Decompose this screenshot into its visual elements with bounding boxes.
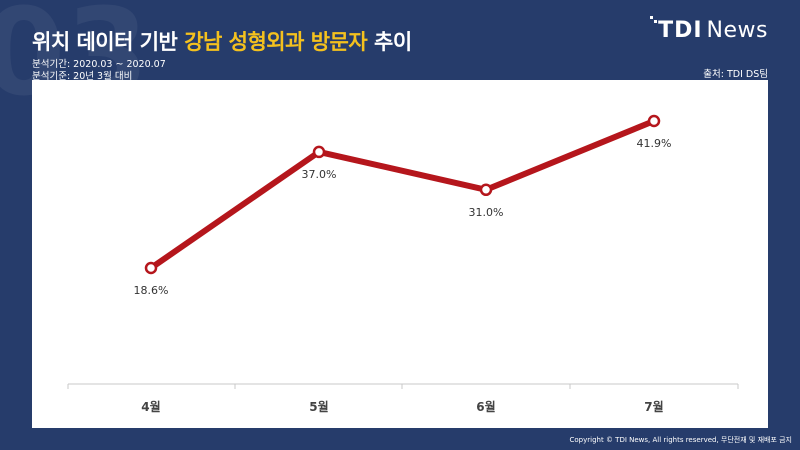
logo-news: News <box>706 18 768 43</box>
chart-panel: 18.6% 37.0% 31.0% 41.9% 4월 5월 6월 7월 <box>32 80 768 428</box>
data-point <box>647 114 661 128</box>
source-text: 출처: TDI DS팀 <box>703 69 768 80</box>
data-label: 18.6% <box>134 284 169 297</box>
copyright-text: Copyright © TDI News, All rights reserve… <box>569 436 792 444</box>
x-tick-label: 7월 <box>644 399 663 414</box>
data-label: 41.9% <box>637 137 672 150</box>
title-highlight: 강남 성형외과 방문자 <box>184 30 368 54</box>
logo-dots-icon <box>650 16 658 23</box>
tdi-news-logo: TDI News <box>650 16 768 43</box>
title-part1: 위치 데이터 기반 <box>32 30 185 54</box>
x-tick-label: 6월 <box>476 399 495 414</box>
x-tick-label: 5월 <box>309 399 328 414</box>
series-line <box>148 118 657 271</box>
line-chart: 18.6% 37.0% 31.0% 41.9% 4월 5월 6월 7월 <box>67 114 739 414</box>
data-label: 31.0% <box>469 206 504 219</box>
x-tick-label: 4월 <box>141 399 160 414</box>
data-point <box>312 145 326 159</box>
analysis-period: 분석기간: 2020.03 ~ 2020.07 <box>32 59 166 70</box>
data-point <box>479 183 493 197</box>
chart-title: 위치 데이터 기반 강남 성형외과 방문자 추이 <box>32 26 412 56</box>
analysis-baseline: 분석기준: 20년 3월 대비 <box>32 71 133 82</box>
analysis-meta: 분석기간: 2020.03 ~ 2020.07 분석기준: 20년 3월 대비 <box>32 59 166 83</box>
title-part2: 추이 <box>367 30 412 54</box>
data-label: 37.0% <box>302 168 337 181</box>
logo-tdi: TDI <box>658 18 703 43</box>
data-point <box>144 261 158 275</box>
